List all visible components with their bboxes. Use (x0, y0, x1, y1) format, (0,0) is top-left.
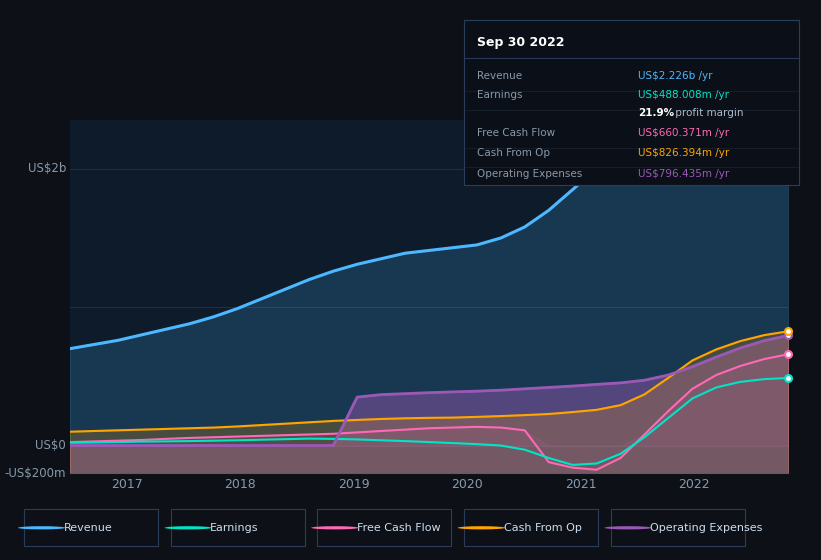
Text: US$660.371m /yr: US$660.371m /yr (638, 128, 729, 138)
Circle shape (311, 526, 359, 529)
Text: Operating Expenses: Operating Expenses (650, 523, 763, 533)
FancyBboxPatch shape (611, 509, 745, 547)
Text: Sep 30 2022: Sep 30 2022 (477, 36, 565, 49)
Text: Free Cash Flow: Free Cash Flow (357, 523, 441, 533)
Text: US$2b: US$2b (28, 162, 67, 175)
Text: Cash From Op: Cash From Op (503, 523, 581, 533)
Text: 21.9%: 21.9% (638, 108, 674, 118)
Text: Operating Expenses: Operating Expenses (477, 169, 583, 179)
Circle shape (604, 526, 652, 529)
Circle shape (18, 526, 66, 529)
Text: US$0: US$0 (35, 439, 67, 452)
FancyBboxPatch shape (171, 509, 305, 547)
Text: US$2.226b /yr: US$2.226b /yr (638, 71, 713, 81)
Circle shape (164, 526, 212, 529)
Text: Revenue: Revenue (477, 71, 522, 81)
Text: -US$200m: -US$200m (5, 466, 67, 480)
FancyBboxPatch shape (464, 509, 598, 547)
Text: Cash From Op: Cash From Op (477, 148, 550, 157)
Text: Revenue: Revenue (64, 523, 112, 533)
Text: US$488.008m /yr: US$488.008m /yr (638, 90, 729, 100)
FancyBboxPatch shape (25, 509, 158, 547)
Text: US$796.435m /yr: US$796.435m /yr (638, 169, 729, 179)
Text: US$826.394m /yr: US$826.394m /yr (638, 148, 729, 157)
Text: Earnings: Earnings (477, 90, 523, 100)
Text: Earnings: Earnings (210, 523, 259, 533)
Text: profit margin: profit margin (672, 108, 743, 118)
Text: Free Cash Flow: Free Cash Flow (477, 128, 555, 138)
Circle shape (458, 526, 505, 529)
FancyBboxPatch shape (318, 509, 452, 547)
